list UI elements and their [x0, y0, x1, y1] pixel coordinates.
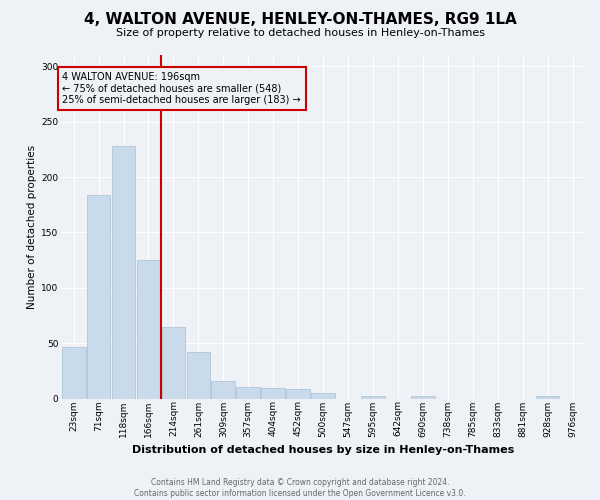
Bar [187, 352, 210, 399]
Bar [286, 389, 310, 399]
Y-axis label: Number of detached properties: Number of detached properties [27, 145, 37, 309]
Bar [161, 327, 185, 399]
X-axis label: Distribution of detached houses by size in Henley-on-Thames: Distribution of detached houses by size … [132, 445, 514, 455]
Text: 4 WALTON AVENUE: 196sqm
← 75% of detached houses are smaller (548)
25% of semi-d: 4 WALTON AVENUE: 196sqm ← 75% of detache… [62, 72, 301, 105]
Bar [62, 347, 86, 399]
Text: Contains HM Land Registry data © Crown copyright and database right 2024.
Contai: Contains HM Land Registry data © Crown c… [134, 478, 466, 498]
Bar [536, 396, 559, 399]
Bar [311, 394, 335, 399]
Bar [262, 388, 285, 399]
Text: 4, WALTON AVENUE, HENLEY-ON-THAMES, RG9 1LA: 4, WALTON AVENUE, HENLEY-ON-THAMES, RG9 … [83, 12, 517, 28]
Bar [112, 146, 136, 399]
Bar [411, 396, 435, 399]
Text: Size of property relative to detached houses in Henley-on-Thames: Size of property relative to detached ho… [115, 28, 485, 38]
Bar [361, 396, 385, 399]
Bar [236, 386, 260, 399]
Bar [137, 260, 160, 399]
Bar [87, 195, 110, 399]
Bar [211, 381, 235, 399]
